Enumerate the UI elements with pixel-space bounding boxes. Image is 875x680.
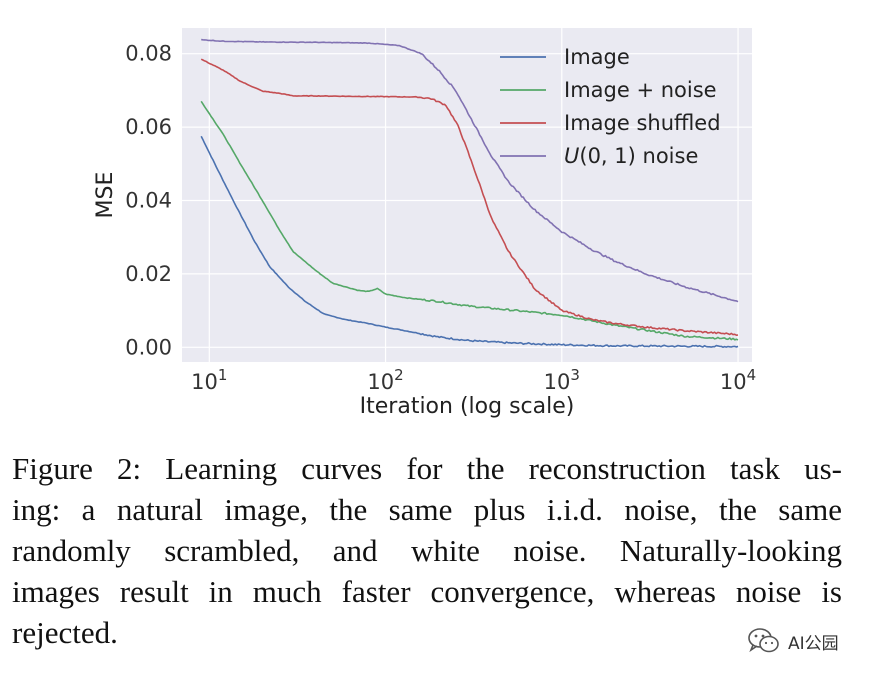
y-tick-label: 0.08 xyxy=(125,42,172,66)
x-tick-label: 104 xyxy=(720,366,756,394)
y-tick-label: 0.04 xyxy=(125,189,172,213)
series-line-3 xyxy=(201,38,739,303)
plot-area xyxy=(182,28,752,362)
caption-line: images result in much faster convergence… xyxy=(12,574,842,609)
legend-label: Image + noise xyxy=(564,78,717,102)
watermark: AI公园 xyxy=(746,624,839,658)
y-tick-label: 0.00 xyxy=(125,335,172,359)
y-tick-label: 0.06 xyxy=(125,115,172,139)
caption-line: randomly scrambled, and white noise. Nat… xyxy=(12,533,842,568)
caption-line: rejected. xyxy=(12,615,118,650)
caption-line: Figure 2: Learning curves for the recons… xyxy=(12,451,842,486)
series-line-1 xyxy=(200,100,739,341)
wechat-icon xyxy=(746,626,782,656)
x-tick-label: 101 xyxy=(191,366,227,394)
legend-label: Image shuffled xyxy=(564,111,721,135)
chart: 0.00 0.02 0.04 0.06 0.08 101 102 103 104 Iteratio… xyxy=(93,28,756,419)
y-tick-label: 0.02 xyxy=(125,262,172,286)
series-line-2 xyxy=(200,58,739,336)
y-axis-title: MSE xyxy=(93,172,118,219)
series-line-0 xyxy=(200,135,739,348)
legend-label: Image xyxy=(564,45,630,69)
x-tick-label: 102 xyxy=(367,366,403,394)
x-tick-label: 103 xyxy=(544,366,580,394)
caption-line: ing: a natural image, the same plus i.i.… xyxy=(12,492,842,527)
x-axis-title: Iteration (log scale) xyxy=(360,394,575,419)
legend-label: U(0, 1) noise xyxy=(564,144,698,168)
chart-svg: 0.00 0.02 0.04 0.06 0.08 101 102 103 104 Iteratio… xyxy=(93,28,756,419)
figure-caption: Figure 2: Learning curves for the recons… xyxy=(12,448,842,653)
watermark-text: AI公园 xyxy=(788,633,839,654)
